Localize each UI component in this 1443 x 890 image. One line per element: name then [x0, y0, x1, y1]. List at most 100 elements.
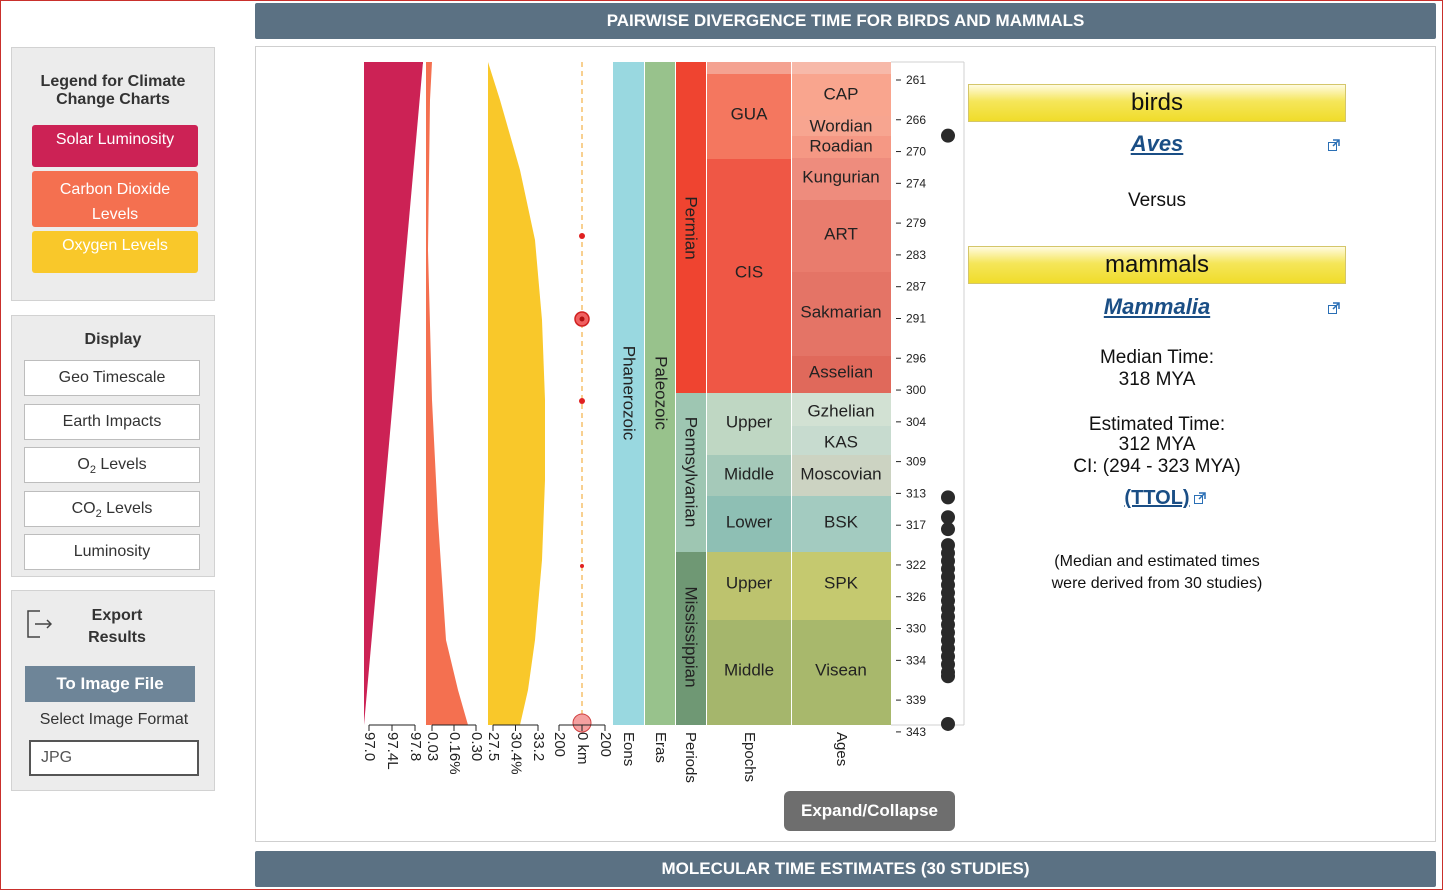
age-label: Visean	[815, 660, 867, 679]
o2-levels-button[interactable]: O2 Levels	[24, 447, 200, 483]
external-link-icon[interactable]	[1328, 302, 1340, 314]
column-label: Epochs	[741, 732, 758, 782]
age-segment	[792, 158, 891, 200]
age-segment	[792, 116, 891, 136]
study-points	[941, 128, 955, 731]
age-segment	[792, 200, 891, 272]
tick-label: 330	[906, 622, 926, 636]
impact-point-center	[579, 316, 585, 322]
estimated-time-label: Estimated Time:	[1088, 414, 1226, 435]
age-label: Wordian	[810, 116, 873, 135]
co2-tick-label: 0.16%	[446, 732, 463, 775]
impact-point	[580, 564, 584, 568]
studies-note-line2: were derived from 30 studies)	[1051, 575, 1263, 592]
image-format-select[interactable]: JPG	[29, 740, 199, 776]
taxon-a-link[interactable]: Aves	[1130, 131, 1184, 156]
legend-title-line2: Change Charts	[56, 91, 170, 108]
study-point	[941, 716, 955, 731]
luminosity-button[interactable]: Luminosity	[24, 534, 200, 570]
study-point	[941, 128, 955, 143]
molecular-estimates-header[interactable]: MOLECULAR TIME ESTIMATES (30 STUDIES)	[255, 851, 1436, 887]
impacts-tick-label: 200	[597, 732, 614, 757]
earth-impacts-button[interactable]: Earth Impacts	[24, 404, 200, 440]
epoch-segment	[707, 496, 791, 552]
tick-label: 274	[906, 176, 926, 190]
tick-label: 270	[906, 145, 926, 159]
button-label-suffix: Levels	[95, 456, 147, 473]
luminosity-tick-label: 97.0	[361, 732, 378, 761]
legend-carbon-dioxide: Carbon Dioxide Levels	[32, 171, 198, 227]
epoch-label: Upper	[726, 412, 773, 431]
age-segment	[792, 136, 891, 158]
age-segment	[792, 272, 891, 356]
co2-levels-button[interactable]: CO2 Levels	[24, 491, 200, 527]
display-panel: Display Geo Timescale Earth Impacts O2 L…	[11, 315, 215, 577]
co2-area	[426, 62, 468, 725]
impacts-tick-label: 200	[551, 732, 568, 757]
period-segment	[676, 552, 706, 725]
era-segment	[645, 62, 675, 725]
tick-label: 317	[906, 518, 926, 532]
subscript: 2	[89, 464, 96, 477]
age-label: KAS	[824, 432, 858, 451]
age-label: Roadian	[809, 136, 872, 155]
impact-point	[579, 233, 585, 239]
age-label: BSK	[824, 512, 859, 531]
age-segment	[792, 62, 891, 74]
study-point	[941, 510, 955, 525]
legend-label: Carbon Dioxide	[59, 181, 171, 198]
column-label: Eons	[620, 732, 637, 766]
export-title: Export Results	[72, 605, 162, 649]
luminosity-edge	[364, 62, 423, 64]
age-segment	[792, 552, 891, 620]
epoch-segment	[707, 74, 791, 159]
tick-label: 300	[906, 383, 926, 397]
legend-label: Solar Luminosity	[55, 131, 175, 148]
button-label-suffix: Levels	[101, 500, 153, 517]
geo-timescale-columns: Phanerozoic Paleozoic Permian Pennsylvanian…	[613, 62, 891, 725]
to-image-file-button[interactable]: To Image File	[25, 666, 195, 702]
legend-label: Oxygen Levels	[62, 237, 168, 254]
age-label: Moscovian	[800, 464, 881, 483]
legend-title-line1: Legend for Climate	[40, 73, 186, 90]
period-label: Mississippian	[682, 586, 701, 687]
button-label: Luminosity	[73, 543, 151, 560]
page-title: PAIRWISE DIVERGENCE TIME FOR BIRDS AND M…	[255, 3, 1436, 39]
luminosity-tick-label: 97.4L	[384, 732, 401, 770]
age-label: Kungurian	[802, 167, 880, 186]
expand-collapse-button[interactable]: Expand/Collapse	[784, 791, 955, 831]
study-point	[941, 490, 955, 505]
period-label: Permian	[682, 196, 701, 259]
geo-timescale-button[interactable]: Geo Timescale	[24, 360, 200, 396]
epoch-segment	[707, 62, 791, 74]
eon-label: Phanerozoic	[620, 346, 639, 441]
age-segment	[792, 74, 891, 116]
button-label: CO	[71, 500, 96, 517]
epoch-label: Lower	[726, 512, 773, 531]
epoch-segment	[707, 455, 791, 496]
study-point	[941, 669, 955, 684]
epoch-label: CIS	[735, 262, 763, 281]
column-label: Eras	[652, 732, 669, 763]
ttol-link[interactable]: (TTOL)	[968, 487, 1346, 510]
tick-label: 304	[906, 415, 926, 429]
legend-oxygen-levels: Oxygen Levels	[32, 231, 198, 273]
legend-panel: Legend for Climate Change Charts Solar L…	[11, 47, 215, 301]
ttol-text[interactable]: (TTOL)	[1124, 487, 1190, 509]
taxon-b-link[interactable]: Mammalia	[1103, 294, 1211, 319]
external-link-icon[interactable]	[1328, 139, 1340, 151]
button-label: Earth Impacts	[62, 413, 162, 430]
bottom-axis-labels: 97.0 97.4L 97.8 0.03 0.16% 0.30 27.5 30.4% 33.2 2…	[361, 724, 850, 783]
tick-label: 266	[906, 113, 926, 127]
median-time-value: 318 MYA	[1118, 369, 1196, 390]
epoch-label: Middle	[724, 464, 774, 483]
period-label: Pennsylvanian	[682, 417, 701, 528]
oxygen-area	[488, 62, 545, 725]
tick-label: 309	[906, 455, 926, 469]
legend-title: Legend for Climate Change Charts	[12, 73, 214, 109]
external-link-icon[interactable]	[1194, 492, 1206, 504]
age-label: Sakmarian	[800, 302, 881, 321]
era-label: Paleozoic	[652, 356, 671, 430]
taxon-a-box: birds	[968, 84, 1346, 122]
export-title-line2: Results	[88, 629, 146, 646]
